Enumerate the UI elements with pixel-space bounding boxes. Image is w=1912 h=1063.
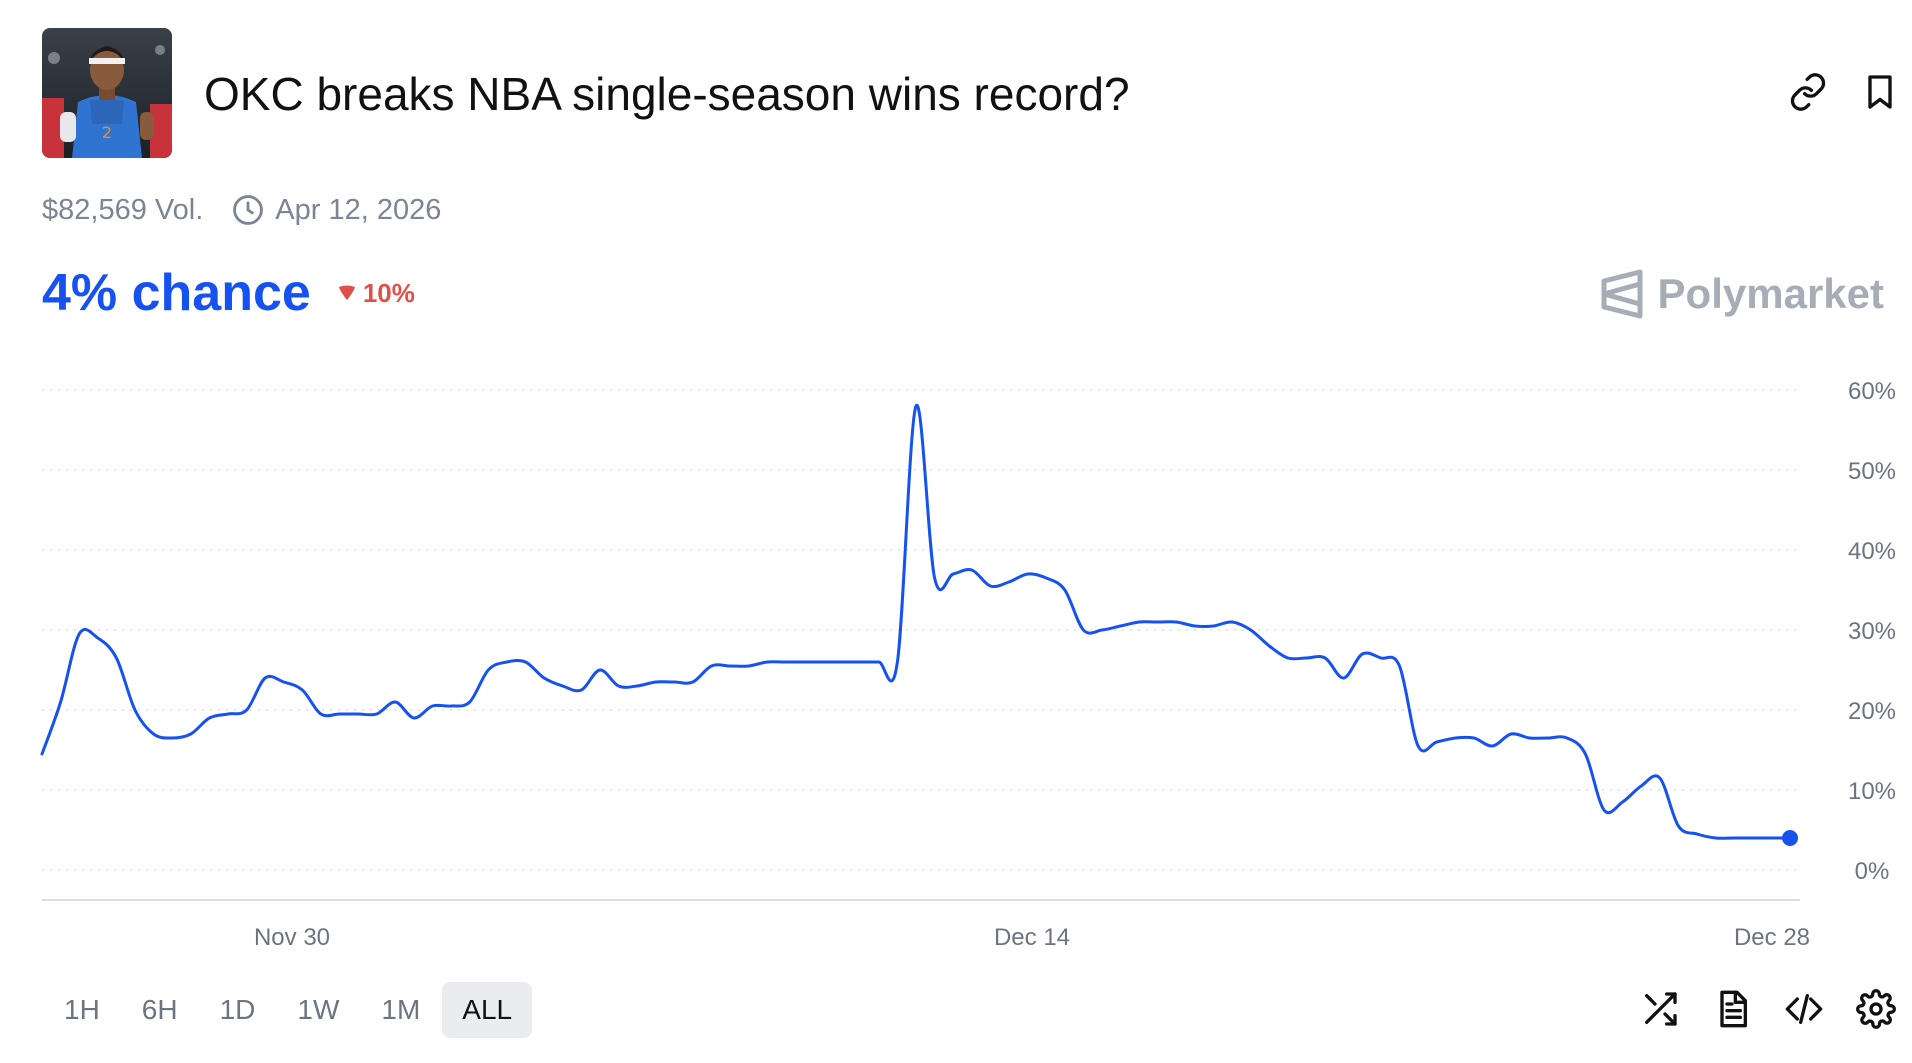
embed-code-icon[interactable] (1784, 989, 1824, 1029)
y-tick-label: 50% (1848, 458, 1896, 485)
y-tick-label: 0% (1855, 858, 1890, 885)
volume-text: $82,569 Vol. (42, 193, 204, 226)
range-button-1w[interactable]: 1W (297, 994, 340, 1025)
y-tick-label: 30% (1848, 618, 1896, 645)
end-date-text: Apr 12, 2026 (275, 193, 442, 226)
market-title: OKC breaks NBA single-season wins record… (204, 68, 1130, 120)
y-tick-label: 40% (1848, 538, 1896, 565)
price-chart: 60% 50% 40% 30% 20% 10% 0% Nov 30 Dec 14 Dec 28 (0, 360, 1912, 960)
link-icon[interactable] (1788, 72, 1828, 112)
latest-point (1782, 830, 1798, 846)
y-tick-label: 10% (1848, 778, 1896, 805)
range-button-6h[interactable]: 6H (141, 994, 178, 1025)
brand-name: Polymarket (1657, 270, 1884, 317)
document-icon[interactable] (1712, 989, 1752, 1029)
market-meta: $82,569 Vol. Apr 12, 2026 (42, 190, 441, 230)
chance-display: 4% chance 10% (42, 258, 415, 328)
x-tick-label: Nov 30 (254, 924, 330, 951)
x-tick-label: Dec 14 (994, 924, 1070, 951)
range-button-1h[interactable]: 1H (64, 994, 100, 1025)
triangle-down-icon (338, 285, 355, 300)
price-chart-svg: 60% 50% 40% 30% 20% 10% 0% Nov 30 Dec 14 Dec 28 (40, 378, 1896, 951)
market-thumbnail: 2 (42, 28, 172, 158)
range-button-1d[interactable]: 1D (219, 994, 256, 1025)
settings-icon[interactable] (1856, 989, 1896, 1029)
brand-logo: Polymarket (1600, 264, 1884, 324)
chance-change: 10% (337, 278, 415, 309)
polymarket-logo-icon (1601, 269, 1643, 319)
bookmark-icon[interactable] (1860, 72, 1900, 112)
x-tick-label: Dec 28 (1734, 924, 1810, 951)
chance-change-value: 10% (362, 277, 415, 308)
y-tick-label: 60% (1848, 378, 1896, 405)
svg-text:2: 2 (102, 123, 112, 142)
y-tick-label: 20% (1848, 698, 1896, 725)
basketball-player-photo-icon: 2 (42, 28, 172, 158)
price-line (40, 403, 1792, 840)
time-range-selector: 1H 6H 1D 1W 1M ALL (44, 981, 534, 1039)
range-button-all[interactable]: ALL (442, 982, 533, 1038)
clock-icon (233, 195, 264, 225)
shuffle-icon[interactable] (1640, 989, 1680, 1029)
chance-value: 4% chance (42, 264, 311, 322)
range-button-1m[interactable]: 1M (381, 994, 421, 1025)
